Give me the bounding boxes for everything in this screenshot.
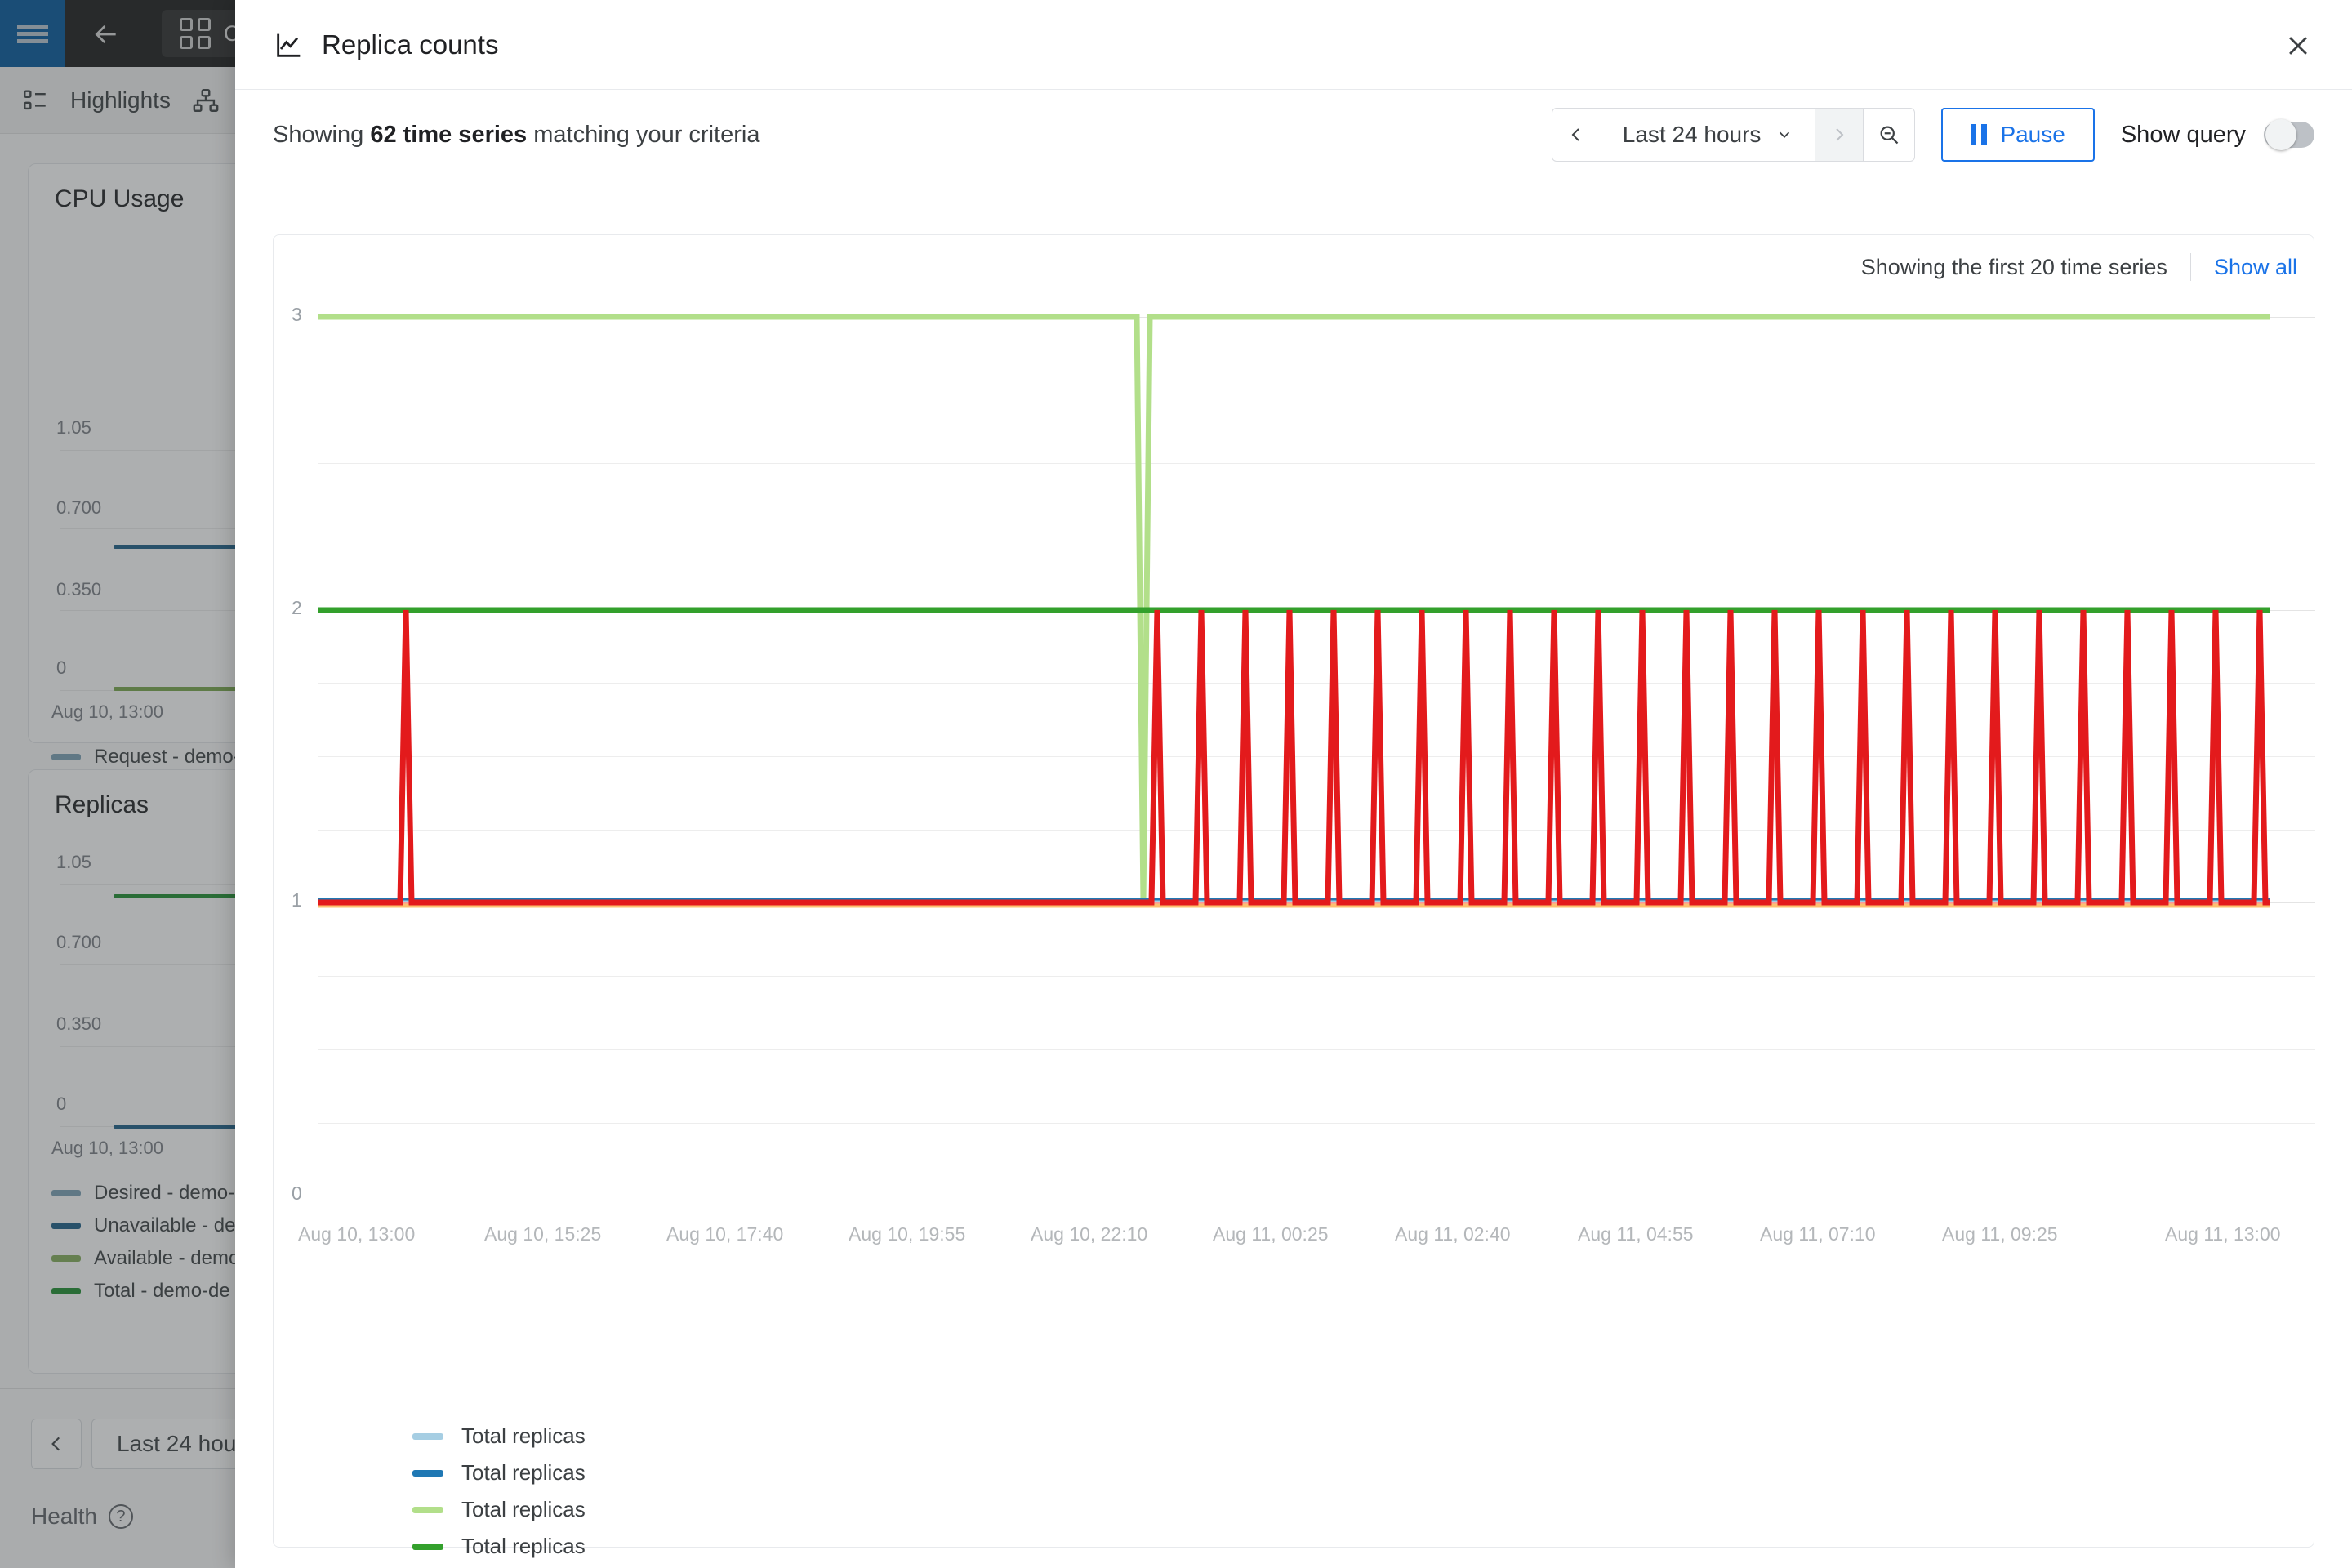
cpu-y-label-0: 1.05: [56, 417, 91, 438]
x-tick-4: Aug 10, 22:10: [1031, 1223, 1148, 1245]
legend-swatch: [412, 1469, 443, 1477]
legend-swatch: [412, 1543, 443, 1550]
cpu-y-label-3: 0: [56, 657, 67, 678]
legend-label: Total replicas: [461, 1460, 586, 1485]
rep-y-label-3: 0: [56, 1094, 67, 1114]
legend-label: Total replicas: [461, 1423, 586, 1448]
grid-icon: [180, 18, 211, 49]
summary-count: 62 time series: [370, 121, 528, 148]
legend-label: Request - demo-: [94, 746, 240, 768]
legend-swatch: [412, 1432, 443, 1440]
show-query-toggle[interactable]: [2264, 119, 2314, 150]
series-red-spikes: [318, 609, 2270, 906]
modal-toolbar: Showing 62 time series matching your cri…: [235, 90, 2352, 180]
show-all-link[interactable]: Show all: [2213, 254, 2297, 279]
y-tick-1: 1: [292, 889, 302, 911]
chart-series-layer: [318, 314, 2270, 908]
help-circle-icon[interactable]: ?: [108, 1504, 133, 1529]
range-prev-button[interactable]: [1552, 109, 1601, 161]
pause-icon: [1971, 124, 1988, 145]
bottom-prev-button[interactable]: [31, 1419, 82, 1469]
x-tick-2: Aug 10, 17:40: [666, 1223, 784, 1245]
summary-suffix: matching your criteria: [527, 121, 760, 148]
line-chart-icon: [277, 33, 301, 57]
chart-panel-header: Showing the first 20 time series Show al…: [1861, 253, 2297, 281]
tab-highlights[interactable]: Highlights: [70, 87, 171, 113]
health-row: Health ?: [31, 1503, 133, 1530]
legend-item[interactable]: Total replicas: [412, 1497, 586, 1522]
legend-label: Total replicas: [461, 1534, 586, 1558]
y-tick-3: 3: [292, 304, 302, 325]
highlights-icon: [24, 89, 46, 109]
legend-swatch: [412, 1506, 443, 1513]
show-query-label: Show query: [2120, 121, 2246, 148]
replicas-legend: Desired - demo- Unavailable - de Availab…: [51, 1182, 239, 1303]
legend-item[interactable]: Available - demo: [51, 1247, 239, 1270]
legend-item[interactable]: Total replicas: [412, 1460, 586, 1486]
legend-label: Unavailable - de: [94, 1214, 236, 1236]
pause-label: Pause: [2000, 122, 2065, 147]
x-tick-3: Aug 10, 19:55: [849, 1223, 966, 1245]
legend-label: Desired - demo-: [94, 1182, 235, 1204]
hamburger-icon[interactable]: [0, 0, 65, 67]
time-series-summary: Showing 62 time series matching your cri…: [273, 122, 760, 149]
card-title: Replicas: [55, 791, 149, 818]
rep-y-label-1: 0.700: [56, 932, 102, 952]
replica-counts-modal: Replica counts Showing 62 time series ma…: [235, 0, 2352, 1568]
legend-label: Total replicas: [461, 1497, 586, 1521]
pause-button[interactable]: Pause: [1941, 108, 2095, 162]
chart-legend: Total replicas Total replicas Total repl…: [412, 1423, 586, 1568]
legend-label: Available - demo: [94, 1247, 240, 1269]
summary-prefix: Showing: [273, 121, 371, 148]
legend-label: Total - demo-de: [94, 1280, 230, 1302]
back-arrow-icon[interactable]: [90, 18, 122, 51]
legend-item[interactable]: Total replicas: [412, 1534, 586, 1559]
card-title: CPU Usage: [55, 185, 185, 212]
cpu-x-label: Aug 10, 13:00: [51, 702, 164, 722]
x-tick-0: Aug 10, 13:00: [298, 1223, 416, 1245]
legend-item[interactable]: Desired - demo-: [51, 1182, 239, 1205]
x-tick-7: Aug 11, 04:55: [1578, 1223, 1694, 1245]
y-tick-0: 0: [292, 1183, 302, 1204]
hierarchy-icon[interactable]: [192, 87, 220, 114]
range-selector[interactable]: Last 24 hours: [1601, 109, 1815, 161]
y-tick-2: 2: [292, 597, 302, 618]
x-tick-5: Aug 11, 00:25: [1213, 1223, 1329, 1245]
cpu-y-label-1: 0.700: [56, 497, 102, 518]
cpu-y-label-2: 0.350: [56, 579, 102, 599]
x-tick-10: Aug 11, 13:00: [2165, 1223, 2281, 1245]
zoom-out-icon[interactable]: [1864, 109, 1914, 161]
legend-item[interactable]: Unavailable - de: [51, 1214, 239, 1237]
rep-x-label: Aug 10, 13:00: [51, 1138, 164, 1158]
x-tick-8: Aug 11, 07:10: [1760, 1223, 1876, 1245]
health-label: Health: [31, 1503, 97, 1529]
range-label: Last 24 hours: [1622, 122, 1762, 147]
chevron-down-icon: [1780, 131, 1790, 139]
rep-y-label-0: 1.05: [56, 852, 91, 872]
bottom-range-label: Last 24 hours: [117, 1431, 256, 1456]
legend-item[interactable]: Total replicas: [412, 1423, 586, 1449]
page-title: Replica counts: [322, 29, 499, 60]
header-divider: [2189, 253, 2191, 281]
chart-panel: Showing the first 20 time series Show al…: [273, 234, 2315, 1558]
x-tick-1: Aug 10, 15:25: [484, 1223, 602, 1245]
time-range-controls: Last 24 hours: [1551, 108, 1916, 162]
range-next-button[interactable]: [1815, 109, 1864, 161]
legend-item[interactable]: Total - demo-de: [51, 1280, 239, 1303]
x-tick-6: Aug 11, 02:40: [1395, 1223, 1511, 1245]
close-icon[interactable]: [2277, 24, 2319, 67]
legend-item[interactable]: Request - demo-: [51, 746, 240, 768]
chart-plot-area[interactable]: 3 2 1 0: [274, 304, 2315, 1370]
rep-y-label-2: 0.350: [56, 1013, 102, 1034]
first-n-note: Showing the first 20 time series: [1860, 254, 2167, 279]
x-tick-9: Aug 11, 09:25: [1942, 1223, 2058, 1245]
show-query-control: Show query: [2120, 119, 2314, 150]
modal-header: Replica counts: [235, 0, 2352, 90]
